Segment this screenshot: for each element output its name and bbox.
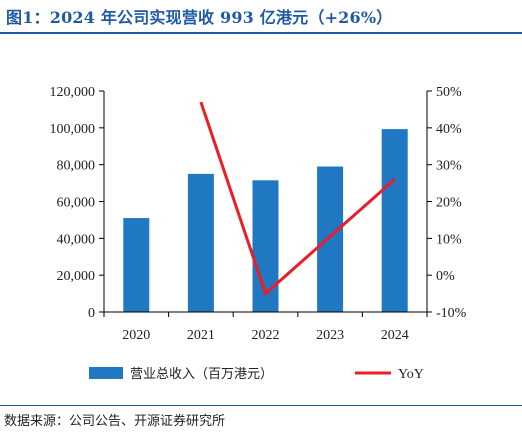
- right-tick-label: 0%: [436, 269, 455, 284]
- right-tick-label: 20%: [436, 196, 462, 211]
- combo-chart: 020,00040,00060,00080,000100,000120,000 …: [50, 85, 467, 382]
- left-tick-label: 120,000: [50, 85, 96, 100]
- x-tick-label: 2020: [122, 328, 150, 343]
- right-tick-label: 30%: [436, 159, 462, 174]
- legend: 营业总收入（百万港元） YoY: [89, 367, 424, 382]
- x-tick-label: 2022: [252, 328, 280, 343]
- source-note: 数据来源：公司公告、开源证券研究所: [4, 414, 226, 429]
- right-tick-label: 50%: [436, 85, 462, 100]
- bars-layer: [123, 129, 408, 312]
- x-tick-label: 2024: [381, 328, 409, 343]
- x-tick-label: 2021: [187, 328, 215, 343]
- left-tick-label: 40,000: [57, 232, 96, 247]
- right-tick-label: 40%: [436, 122, 462, 137]
- bar-2021: [187, 173, 214, 312]
- yoy-line: [199, 101, 396, 297]
- left-tick-label: 0: [88, 306, 95, 321]
- left-tick-label: 100,000: [50, 122, 96, 137]
- yoy-line-layer: [199, 101, 396, 297]
- left-tick-label: 20,000: [57, 269, 96, 284]
- right-y-ticks: -10% 0% 10% 20% 30% 40% 50%: [427, 85, 467, 321]
- title-rule: [0, 32, 522, 34]
- legend-swatch-bar: [89, 367, 123, 379]
- figure-title: 图1：2024 年公司实现营收 993 亿港元（+26%）: [6, 8, 393, 27]
- right-tick-label: 10%: [436, 232, 462, 247]
- bar-2020: [123, 218, 150, 312]
- left-y-ticks: 0 20,000 40,000 60,000 80,000 100,000 120,000: [50, 85, 104, 321]
- bar-2024: [381, 129, 408, 312]
- source-rule: [0, 405, 522, 406]
- bar-2023: [317, 166, 344, 312]
- x-ticks: 2020 2021 2022 2023 2024: [103, 312, 428, 343]
- right-tick-label: -10%: [436, 306, 467, 321]
- legend-label-yoy: YoY: [398, 367, 424, 382]
- legend-label-revenue: 营业总收入（百万港元）: [130, 367, 273, 382]
- left-tick-label: 60,000: [57, 196, 96, 211]
- x-tick-label: 2023: [316, 328, 344, 343]
- left-tick-label: 80,000: [57, 159, 96, 174]
